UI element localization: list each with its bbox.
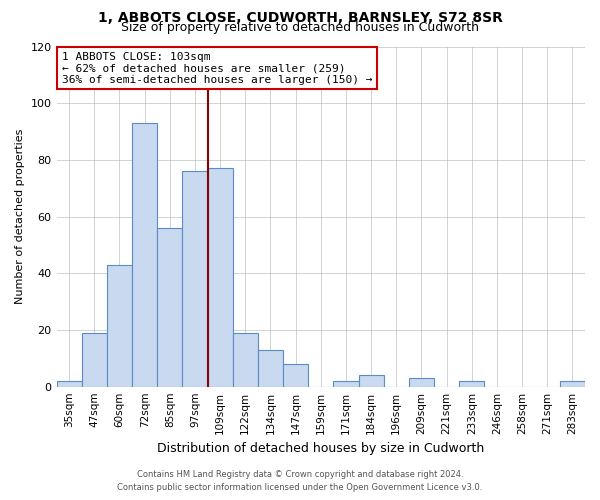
- Bar: [56, 381, 82, 386]
- Bar: [157, 228, 182, 386]
- Text: Size of property relative to detached houses in Cudworth: Size of property relative to detached ho…: [121, 22, 479, 35]
- Bar: [409, 378, 434, 386]
- Text: 1 ABBOTS CLOSE: 103sqm
← 62% of detached houses are smaller (259)
36% of semi-de: 1 ABBOTS CLOSE: 103sqm ← 62% of detached…: [62, 52, 373, 85]
- Bar: [560, 381, 585, 386]
- Bar: [233, 333, 258, 386]
- Bar: [132, 123, 157, 386]
- Bar: [107, 265, 132, 386]
- X-axis label: Distribution of detached houses by size in Cudworth: Distribution of detached houses by size …: [157, 442, 484, 455]
- Bar: [208, 168, 233, 386]
- Text: 1, ABBOTS CLOSE, CUDWORTH, BARNSLEY, S72 8SR: 1, ABBOTS CLOSE, CUDWORTH, BARNSLEY, S72…: [98, 11, 502, 25]
- Bar: [334, 381, 359, 386]
- Bar: [82, 333, 107, 386]
- Text: Contains HM Land Registry data © Crown copyright and database right 2024.
Contai: Contains HM Land Registry data © Crown c…: [118, 470, 482, 492]
- Bar: [283, 364, 308, 386]
- Y-axis label: Number of detached properties: Number of detached properties: [15, 129, 25, 304]
- Bar: [459, 381, 484, 386]
- Bar: [258, 350, 283, 387]
- Bar: [182, 171, 208, 386]
- Bar: [359, 376, 383, 386]
